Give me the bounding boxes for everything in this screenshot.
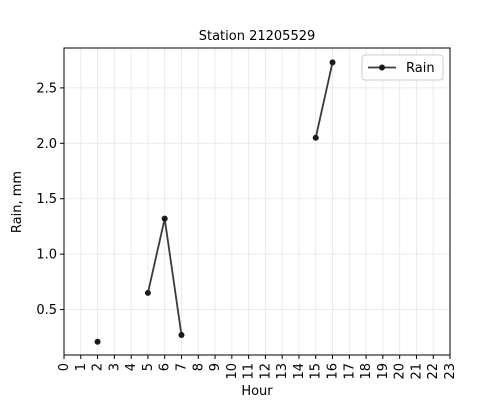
y-axis-label: Rain, mm	[10, 171, 25, 233]
x-tick-label: 1	[74, 363, 89, 371]
x-tick-label: 18	[359, 363, 374, 380]
rain-data-point	[312, 134, 319, 141]
x-tick-label: 13	[275, 363, 290, 380]
x-tick-label: 6	[158, 363, 173, 371]
legend-label: Rain	[406, 61, 435, 76]
x-tick-label: 7	[174, 363, 189, 371]
rain-data-point	[329, 59, 336, 66]
x-tick-label: 5	[141, 363, 156, 371]
rain-data-point	[144, 289, 151, 296]
y-tick-label: 2.5	[36, 81, 57, 96]
x-axis-label: Hour	[241, 384, 273, 399]
rain-data-point	[178, 332, 185, 339]
x-tick-label: 20	[393, 363, 408, 380]
x-tick-label: 10	[225, 363, 240, 380]
legend-box	[361, 54, 444, 81]
x-axis-ticks: 0 1 2 3 4 5 6 7 8 9 10 11 12 13 14 15 16 17 18 19 20 21 22 23	[57, 355, 458, 380]
y-tick-label: 2.0	[36, 137, 57, 152]
series	[94, 59, 336, 345]
x-tick-label: 16	[326, 363, 341, 380]
x-tick-label: 9	[208, 363, 223, 371]
x-tick-label: 0	[57, 363, 72, 371]
rain-data-point	[94, 338, 101, 345]
grid	[63, 48, 451, 355]
x-tick-label: 19	[376, 363, 391, 380]
x-tick-label: 21	[409, 363, 424, 380]
x-tick-label: 2	[91, 363, 106, 371]
x-tick-label: 15	[309, 363, 324, 380]
x-tick-label: 17	[342, 363, 357, 380]
plot-area	[63, 47, 451, 356]
y-tick-label: 0.5	[36, 303, 57, 318]
x-tick-label: 4	[124, 363, 139, 371]
rain-data-point	[161, 215, 168, 222]
legend-marker	[379, 64, 385, 71]
chart-title: Station 21205529	[199, 29, 316, 44]
y-tick-label: 1.5	[36, 192, 57, 207]
x-tick-label: 14	[292, 363, 307, 380]
x-tick-label: 23	[443, 363, 458, 380]
rain-line-segment	[314, 62, 334, 138]
x-tick-label: 22	[426, 363, 441, 380]
x-tick-label: 8	[191, 363, 206, 371]
legend: Rain	[361, 54, 444, 81]
x-tick-label: 3	[107, 363, 122, 371]
x-tick-label: 11	[242, 363, 257, 380]
y-tick-label: 1.0	[36, 248, 57, 263]
x-tick-label: 12	[258, 363, 273, 380]
y-axis-ticks: 0.5 1.0 1.5 2.0 2.5	[36, 81, 64, 318]
